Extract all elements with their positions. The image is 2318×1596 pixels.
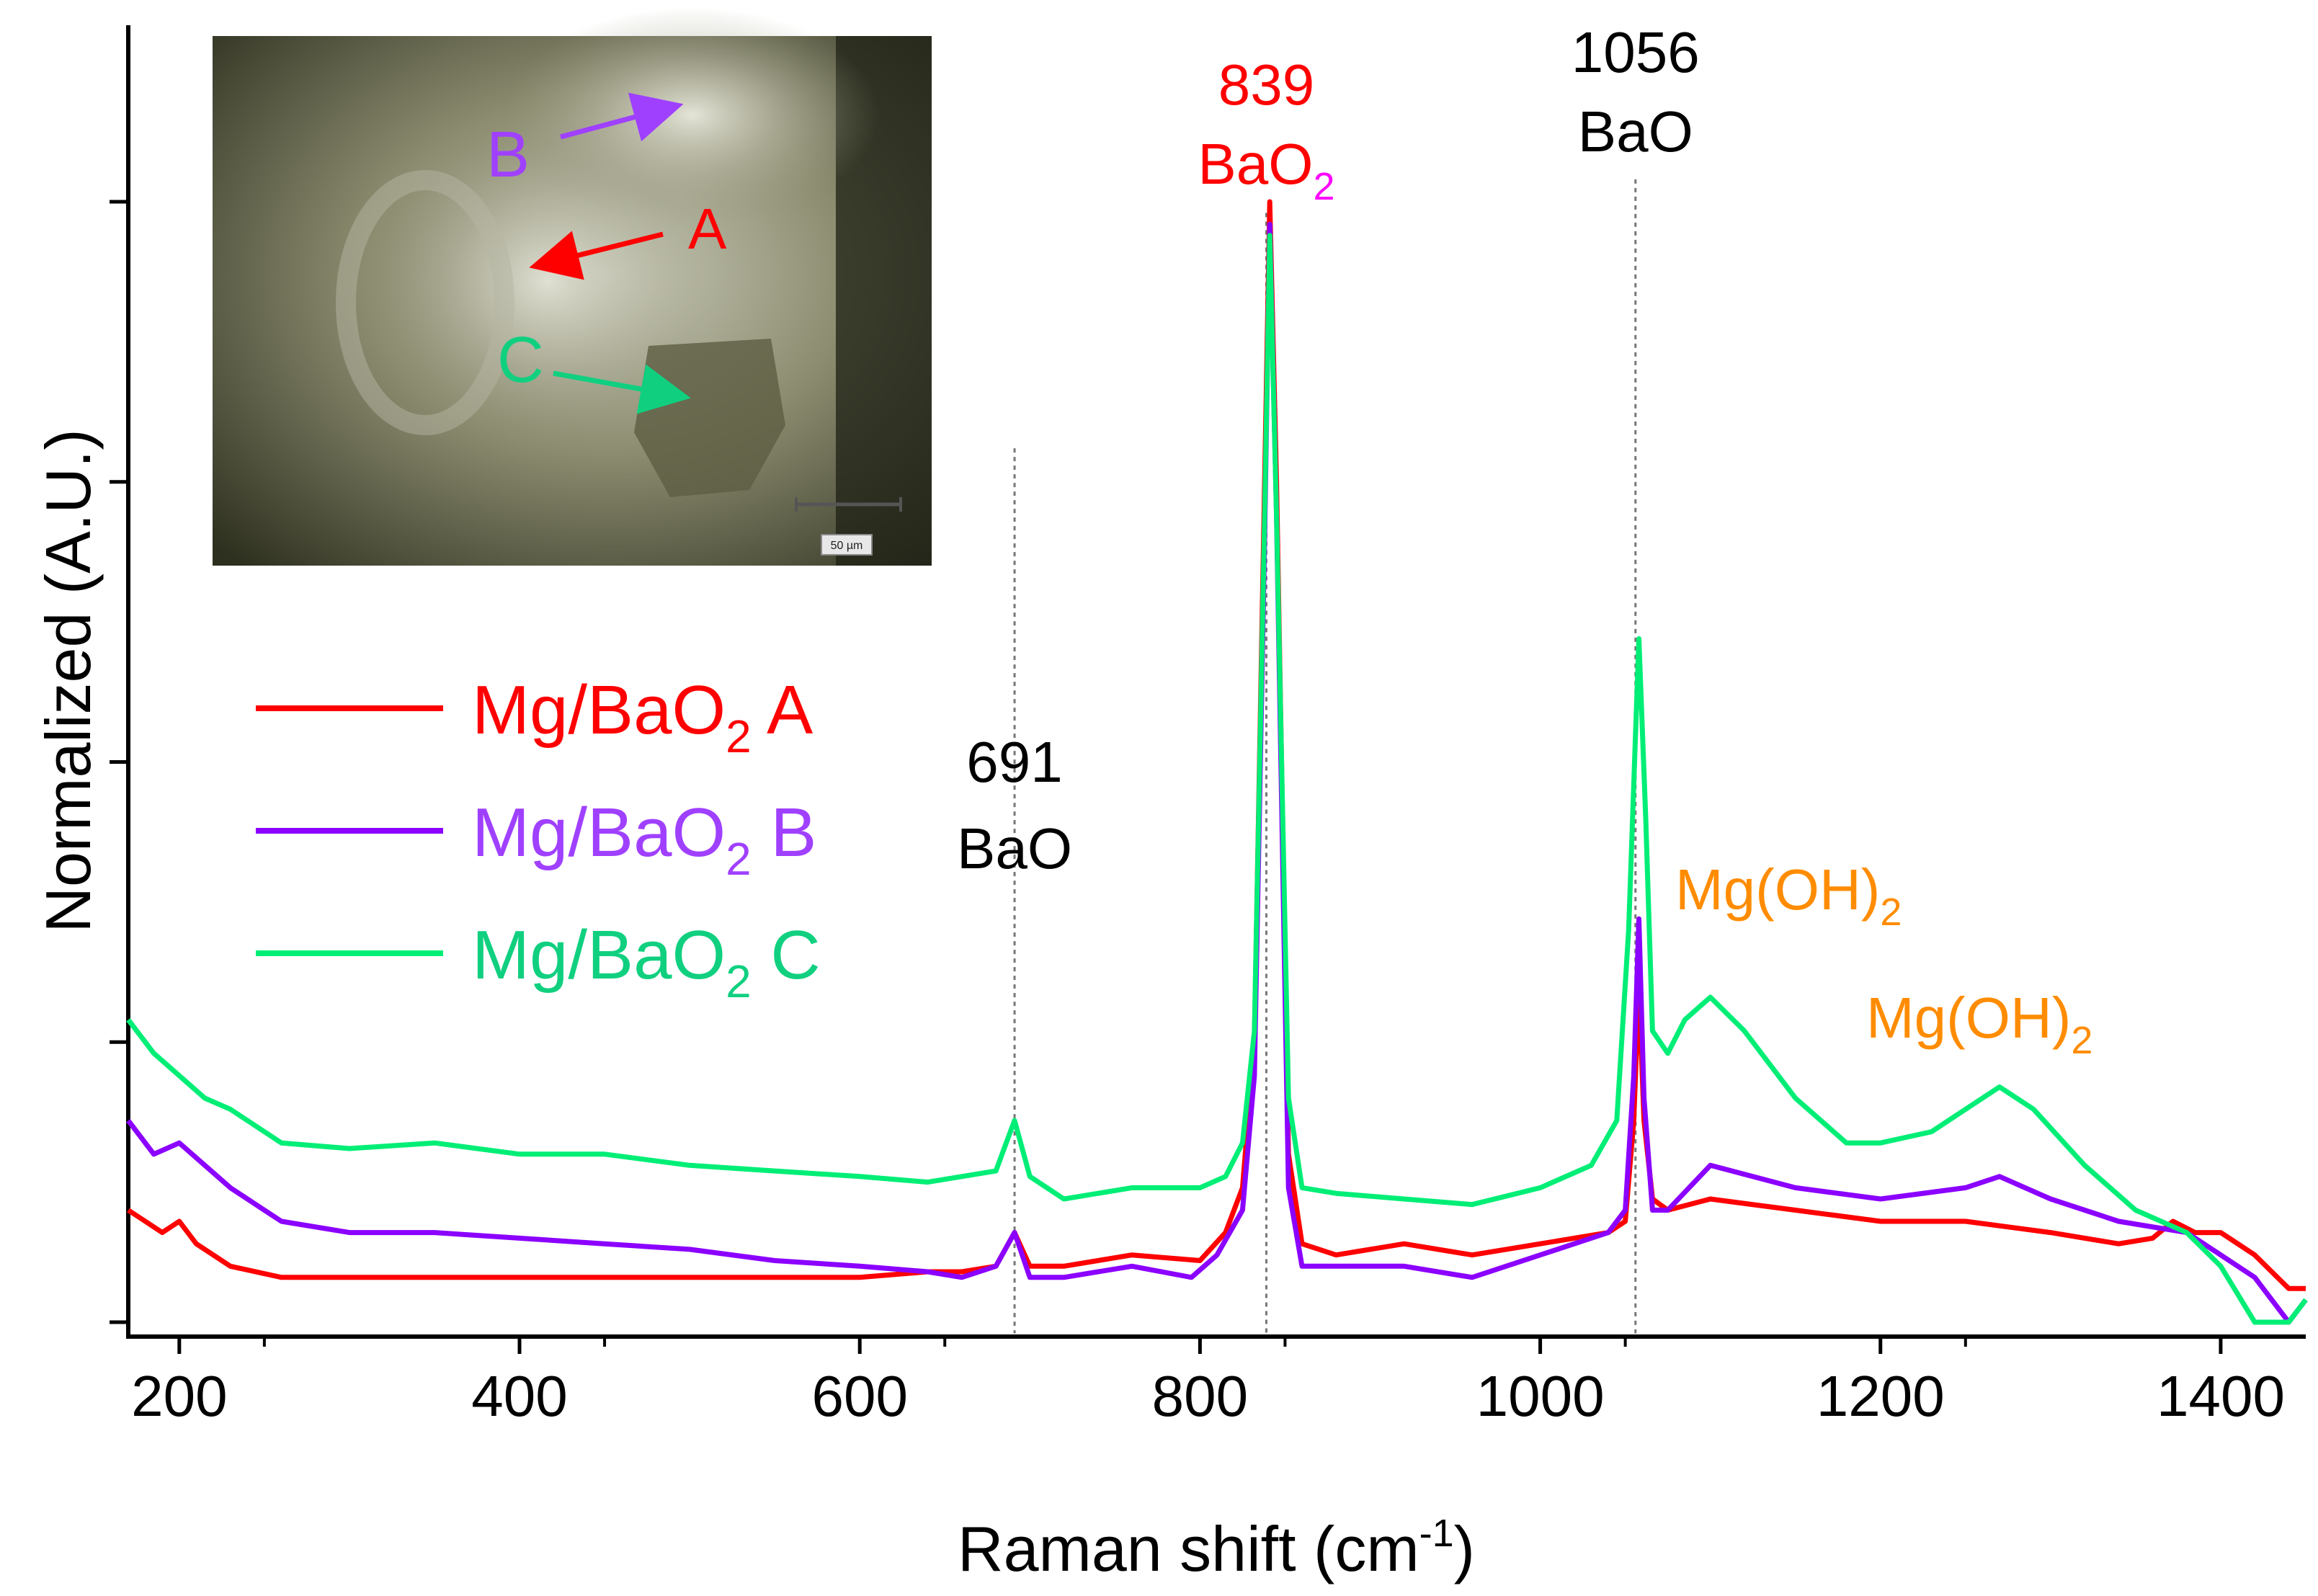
x-tick-label: 400	[471, 1364, 567, 1428]
legend: Mg/BaO2 A Mg/BaO2 B Mg/BaO2 C	[256, 672, 821, 1007]
scale-bar-label: 50 µm	[831, 540, 863, 552]
x-tick-label: 600	[811, 1364, 907, 1428]
inset-arrow-a-line	[529, 231, 664, 280]
peak-839-label-main: BaO	[1198, 132, 1313, 196]
peak-1056-number: 1056	[1572, 20, 1700, 84]
peak-839-label: BaO2	[1198, 132, 1334, 208]
legend-item-a: Mg/BaO2 A	[256, 672, 813, 762]
inset-arrow-b: B	[486, 92, 684, 191]
legend-label-c: Mg/BaO2 C	[472, 917, 821, 1007]
inset-scale-bar: 50 µm	[795, 497, 902, 556]
peak-839-label-sub: 2	[1313, 165, 1334, 208]
series-group	[126, 199, 2308, 1325]
inset-label-c: C	[497, 324, 544, 396]
x-tick-label: 1200	[1816, 1364, 1945, 1428]
scale-bar-label-box	[821, 534, 873, 556]
legend-label-a: Mg/BaO2 A	[472, 672, 813, 762]
mgoh-label-1: Mg(OH)2	[1675, 857, 1902, 934]
peak-839-number: 839	[1218, 53, 1314, 117]
legend-label-b: Mg/BaO2 B	[472, 794, 816, 885]
x-axis-title-sup: -1	[1419, 1512, 1454, 1555]
inset-micrograph: B A C 50 µm	[213, 7, 932, 566]
series-b-line	[126, 221, 2308, 1325]
inset-label-b: B	[486, 119, 530, 191]
x-ticks: 200 400 600 800 1000 1200 1400	[131, 1337, 2285, 1428]
peak-691-label: BaO	[957, 816, 1072, 881]
y-axis-title: Normalized (A.U.)	[32, 429, 104, 932]
x-tick-label: 1000	[1476, 1364, 1605, 1428]
x-axis-title: Raman shift (cm-1)	[958, 1512, 1475, 1584]
inset-label-a: A	[688, 197, 727, 261]
inset-arrow-b-line	[560, 92, 684, 142]
peak-691-label-main: BaO	[957, 816, 1072, 881]
x-tick-label: 1400	[2157, 1364, 2285, 1428]
legend-item-c: Mg/BaO2 C	[256, 917, 821, 1007]
axes: 200 400 600 800 1000 1200 1400	[110, 25, 2306, 1428]
peak-1056-label-main: BaO	[1578, 99, 1693, 164]
x-tick-label: 200	[131, 1364, 227, 1428]
inset-ring	[336, 170, 514, 435]
inset-arrow-a: A	[529, 197, 727, 280]
inset-arrow-c: C	[497, 324, 691, 414]
series-c-line	[126, 233, 2308, 1325]
y-ticks	[110, 200, 128, 1324]
inset-arrow-c-line	[553, 364, 691, 414]
mgoh-label-2: Mg(OH)2	[1866, 986, 2092, 1062]
peak-691-number: 691	[966, 730, 1062, 794]
peak-1056-label: BaO	[1578, 99, 1693, 164]
x-tick-label: 800	[1152, 1364, 1248, 1428]
legend-item-b: Mg/BaO2 B	[256, 794, 816, 885]
